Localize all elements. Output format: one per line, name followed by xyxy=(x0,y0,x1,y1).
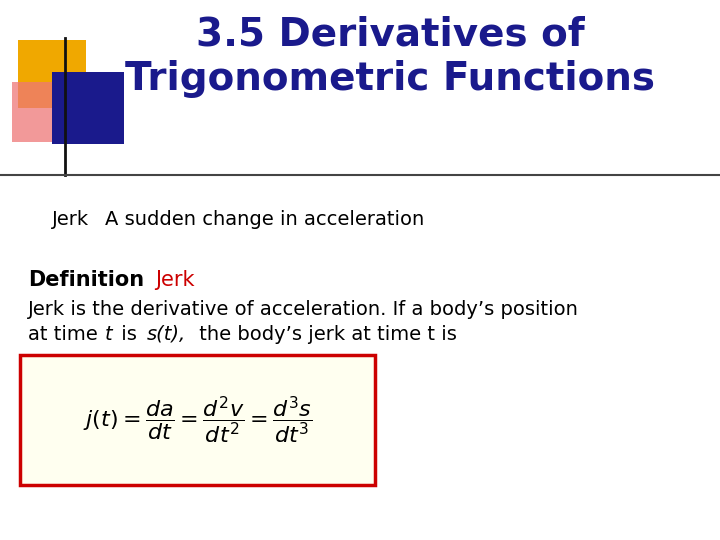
Text: is: is xyxy=(115,325,143,344)
Bar xyxy=(52,72,124,144)
Text: A sudden change in acceleration: A sudden change in acceleration xyxy=(105,210,424,229)
Text: Jerk is the derivative of acceleration. If a body’s position: Jerk is the derivative of acceleration. … xyxy=(28,300,579,319)
Bar xyxy=(20,355,375,485)
Text: 3.5 Derivatives of
Trigonometric Functions: 3.5 Derivatives of Trigonometric Functio… xyxy=(125,15,655,98)
Text: $j(t) = \dfrac{da}{dt} = \dfrac{d^2v}{dt^2} = \dfrac{d^3s}{dt^3}$: $j(t) = \dfrac{da}{dt} = \dfrac{d^2v}{dt… xyxy=(83,394,312,446)
Text: t: t xyxy=(105,325,112,344)
Text: Jerk: Jerk xyxy=(52,210,89,229)
Bar xyxy=(12,82,72,142)
Text: Jerk: Jerk xyxy=(155,270,194,290)
Bar xyxy=(18,40,86,108)
Text: Definition: Definition xyxy=(28,270,144,290)
Text: at time: at time xyxy=(28,325,104,344)
Text: the body’s jerk at time t is: the body’s jerk at time t is xyxy=(193,325,457,344)
Text: s(t),: s(t), xyxy=(147,325,186,344)
